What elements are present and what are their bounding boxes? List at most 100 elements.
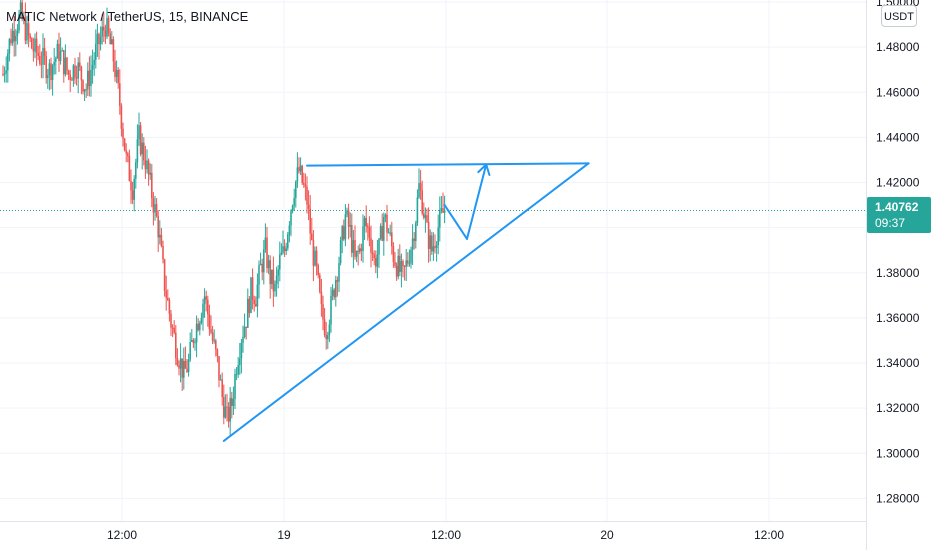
- candle-body: [290, 210, 292, 226]
- candle-body: [354, 240, 356, 257]
- candle-body: [173, 327, 175, 333]
- candle-body: [322, 304, 324, 320]
- candle-body: [157, 216, 159, 238]
- candle-body: [154, 204, 156, 213]
- candle-body: [189, 341, 191, 360]
- candle-body: [104, 30, 107, 37]
- price-tick-label: 1.30000: [876, 446, 920, 460]
- candle-body: [117, 69, 119, 84]
- candle-body: [323, 319, 326, 335]
- candle-body: [77, 62, 79, 79]
- candle-body: [208, 314, 211, 330]
- candle-body: [227, 406, 230, 422]
- candle-body: [299, 165, 302, 172]
- candle-body: [373, 254, 375, 259]
- candle-body: [439, 209, 441, 228]
- candle-body: [120, 105, 123, 129]
- candle-body: [5, 70, 7, 74]
- rising-support-line: [222, 162, 590, 442]
- candle-body: [274, 283, 276, 292]
- candle-body: [101, 26, 103, 37]
- candle-body: [139, 125, 142, 155]
- candle-body: [127, 153, 129, 156]
- candle-body: [255, 304, 257, 307]
- candle-body: [416, 197, 419, 224]
- candle-body: [250, 277, 252, 313]
- price-tick-label: 1.34000: [876, 356, 920, 370]
- candle-body: [307, 204, 310, 209]
- candle-body: [346, 210, 348, 215]
- candle-body: [343, 226, 345, 240]
- candle-body: [336, 280, 339, 282]
- symbol-title[interactable]: MATIC Network / TetherUS, 15, BINANCE: [6, 9, 249, 24]
- time-tick-label: 12:00: [107, 528, 137, 542]
- price-tick-label: 1.38000: [876, 266, 920, 280]
- candle-countdown: 09:37: [875, 216, 906, 230]
- candle-body: [144, 160, 147, 170]
- candle-body: [224, 406, 227, 418]
- candle-body: [91, 64, 94, 70]
- candle-body: [239, 358, 241, 366]
- candle-body: [107, 18, 110, 34]
- projection-up-leg: [466, 163, 488, 240]
- candle-body: [219, 379, 222, 381]
- candle-body: [267, 260, 270, 269]
- candle-body: [11, 30, 14, 44]
- candle-body: [96, 33, 99, 44]
- candle-body: [115, 69, 118, 77]
- candle-body: [136, 139, 139, 163]
- candle-body: [160, 234, 163, 247]
- candle-body: [367, 226, 369, 228]
- candle-body: [213, 340, 215, 342]
- candle-body: [295, 181, 297, 199]
- candle-body: [63, 50, 65, 75]
- price-tick-label: 1.46000: [876, 85, 920, 99]
- candle-body: [434, 246, 436, 248]
- candle-body: [341, 226, 343, 241]
- candle-body: [133, 178, 135, 200]
- resistance-line: [306, 162, 590, 167]
- candle-body: [229, 397, 231, 422]
- candle-body: [64, 57, 67, 75]
- candle-body: [314, 250, 316, 266]
- candle-body: [194, 342, 196, 344]
- candle-body: [162, 246, 164, 260]
- price-tick-label: 1.28000: [876, 491, 920, 505]
- candle-body: [215, 340, 217, 350]
- candle-body: [183, 360, 185, 378]
- candle-body: [275, 275, 278, 284]
- candle-body: [320, 291, 323, 305]
- candle-body: [122, 128, 124, 139]
- candle-body: [263, 249, 265, 273]
- candle-body: [231, 397, 233, 406]
- candle-body: [203, 296, 206, 304]
- candle-body: [303, 182, 305, 185]
- candle-body: [39, 55, 41, 64]
- candle-body: [347, 210, 350, 227]
- candle-body: [66, 57, 68, 71]
- candle-body: [235, 374, 238, 376]
- candle-body: [333, 289, 335, 298]
- candle-body: [386, 214, 388, 233]
- candle-body: [432, 246, 435, 252]
- projection-up-leg-head: [477, 163, 491, 176]
- candle-body: [61, 50, 63, 52]
- drawings-layer[interactable]: [222, 162, 590, 442]
- candle-body: [24, 17, 27, 41]
- candle-body: [200, 317, 203, 324]
- currency-badge[interactable]: USDT: [881, 5, 917, 27]
- candle-body: [16, 30, 19, 36]
- candle-body: [344, 214, 347, 240]
- candle-body: [34, 38, 36, 52]
- candle-body: [242, 336, 244, 343]
- candle-body: [245, 326, 247, 328]
- candle-body: [266, 237, 268, 269]
- candle-body: [232, 399, 235, 406]
- candle-body: [131, 190, 134, 200]
- candle-body: [442, 208, 444, 213]
- candle-body: [210, 329, 212, 333]
- candle-body: [379, 226, 382, 239]
- candle-body: [199, 323, 201, 331]
